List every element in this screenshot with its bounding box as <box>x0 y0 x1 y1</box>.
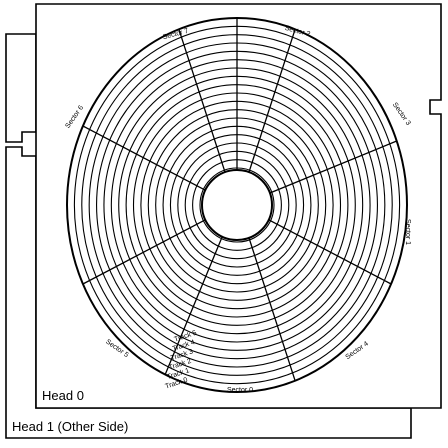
sector-divider <box>268 219 392 285</box>
sector-divider <box>164 236 223 375</box>
sector-divider <box>82 219 206 285</box>
sector-divider <box>178 29 226 173</box>
spindle-hole <box>201 169 273 241</box>
sector-label: Sector 0 <box>227 387 253 394</box>
head-1-label: Head 1 (Other Side) <box>12 419 128 434</box>
head-0-label: Head 0 <box>42 388 84 403</box>
sector-label: Sector 1 <box>404 219 411 245</box>
sector-divider <box>82 125 206 191</box>
sector-divider <box>269 140 397 194</box>
sector-dividers <box>82 18 397 381</box>
sector-divider <box>248 29 296 173</box>
sector-divider <box>248 237 296 381</box>
